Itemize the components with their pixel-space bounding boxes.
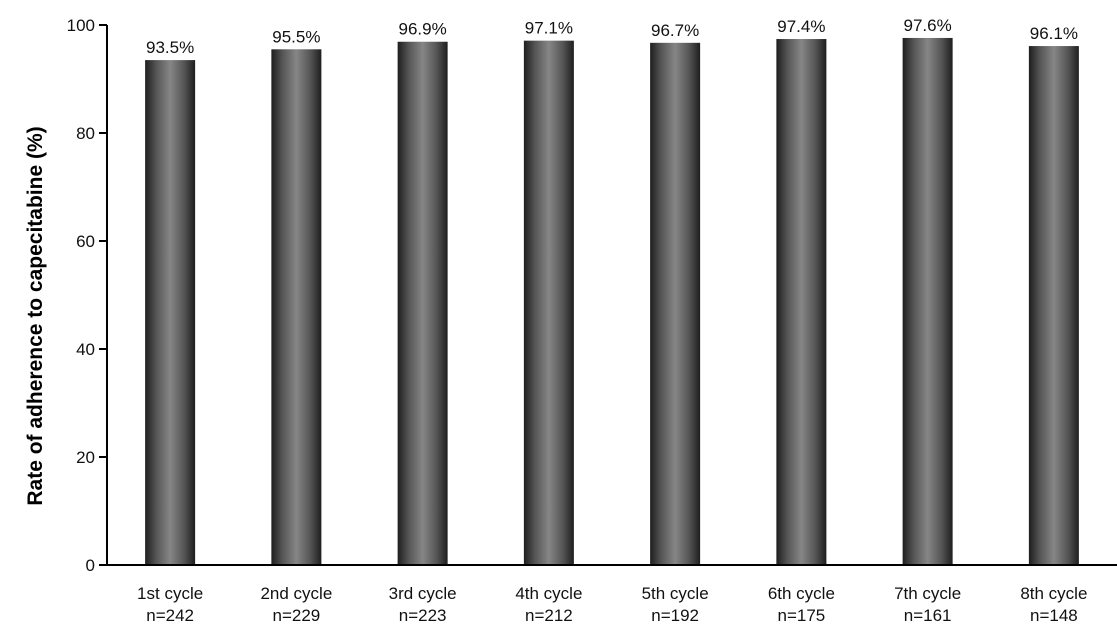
bar-6 <box>776 39 827 566</box>
data-label-1: 93.5% <box>146 38 194 57</box>
category-sublabel-6: n=175 <box>778 606 826 625</box>
bar-1 <box>145 60 196 565</box>
category-sublabel-7: n=161 <box>904 606 952 625</box>
category-label-8: 8th cycle <box>1020 584 1087 603</box>
category-sublabel-1: n=242 <box>146 606 194 625</box>
data-label-4: 97.1% <box>525 19 573 38</box>
bar-3 <box>397 41 448 566</box>
bar-8 <box>1028 46 1079 566</box>
category-sublabel-2: n=229 <box>273 606 321 625</box>
category-label-5: 5th cycle <box>642 584 709 603</box>
data-label-6: 97.4% <box>777 17 825 36</box>
category-sublabel-4: n=212 <box>525 606 573 625</box>
category-label-6: 6th cycle <box>768 584 835 603</box>
category-label-1: 1st cycle <box>137 584 203 603</box>
y-tick-label: 100 <box>67 16 95 35</box>
category-label-3: 3rd cycle <box>389 584 457 603</box>
data-label-7: 97.6% <box>904 16 952 35</box>
data-label-5: 96.7% <box>651 21 699 40</box>
category-label-7: 7th cycle <box>894 584 961 603</box>
category-sublabel-8: n=148 <box>1030 606 1078 625</box>
data-label-2: 95.5% <box>272 27 320 46</box>
y-axis-label: Rate of adherence to capecitabine (%) <box>24 126 47 505</box>
y-tick-label: 60 <box>76 232 95 251</box>
bars-group <box>145 37 1079 566</box>
bar-2 <box>271 49 322 566</box>
bar-4 <box>523 40 574 566</box>
data-labels-group: 93.5% 95.5% 96.9% 97.1% 96.7% 97.4% 97.6% 96.1% <box>146 16 1078 57</box>
category-sublabel-5: n=192 <box>651 606 699 625</box>
data-label-3: 96.9% <box>399 20 447 39</box>
category-label-4: 4th cycle <box>515 584 582 603</box>
y-tick-label: 40 <box>76 340 95 359</box>
category-label-2: 2nd cycle <box>260 584 332 603</box>
y-tick-label: 0 <box>86 556 95 575</box>
category-sublabel-3: n=223 <box>399 606 447 625</box>
data-label-8: 96.1% <box>1030 24 1078 43</box>
y-tick-label: 20 <box>76 448 95 467</box>
bar-5 <box>650 42 701 565</box>
y-axis-ticks: 0 20 40 60 80 100 <box>67 16 107 575</box>
x-axis-labels: 1st cycle n=242 2nd cycle n=229 3rd cycle n=2… <box>137 584 1087 625</box>
bar-7 <box>902 37 953 565</box>
y-tick-label: 80 <box>76 124 95 143</box>
